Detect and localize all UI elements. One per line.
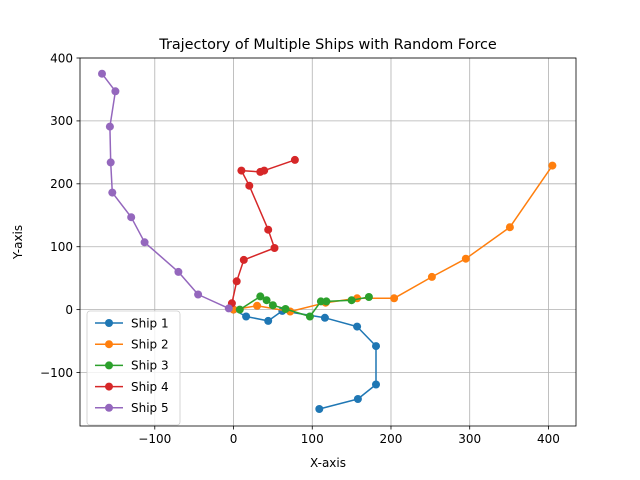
data-point-ship-1	[353, 322, 362, 331]
data-point-ship-1	[264, 316, 273, 325]
series-line-ship-1	[233, 308, 377, 410]
legend-marker	[105, 319, 113, 327]
data-point-ship-2	[390, 294, 399, 303]
data-point-ship-2	[427, 272, 436, 281]
legend-label: Ship 2	[131, 338, 169, 352]
y-tick-label: 300	[50, 114, 73, 128]
data-point-ship-5	[105, 122, 114, 131]
y-tick-label: 0	[65, 303, 73, 317]
data-point-ship-5	[174, 267, 183, 276]
data-point-ship-3	[256, 292, 265, 301]
plot-frame	[79, 57, 577, 427]
data-point-ship-1	[242, 312, 251, 321]
legend-marker	[105, 340, 113, 349]
data-point-ship-5	[127, 213, 136, 222]
chart-title: Trajectory of Multiple Ships with Random…	[158, 37, 497, 53]
data-point-ship-4	[264, 225, 273, 234]
data-point-ship-2	[253, 301, 262, 310]
data-point-ship-1	[372, 342, 380, 351]
data-point-ship-3	[364, 293, 373, 301]
data-point-ship-1	[353, 395, 362, 403]
data-point-ship-3	[281, 305, 290, 313]
data-point-ship-4	[290, 155, 299, 164]
legend-marker	[105, 382, 113, 391]
grid	[80, 57, 576, 426]
data-point-ship-4	[237, 166, 246, 175]
x-tick-label: 300	[458, 432, 481, 446]
x-tick-label: 0	[230, 432, 238, 446]
series-line-ship-5	[101, 73, 230, 310]
data-point-ship-3	[305, 312, 314, 321]
data-point-ship-2	[461, 254, 470, 263]
data-point-ship-3	[322, 297, 331, 306]
x-tick-label: −100	[138, 432, 171, 446]
data-point-ship-4	[239, 255, 248, 264]
data-point-ship-3	[268, 301, 277, 310]
data-point-ship-4	[232, 277, 241, 286]
legend-label: Ship 4	[131, 380, 169, 394]
x-tick-label: 200	[380, 432, 403, 446]
data-point-ship-1	[315, 405, 324, 413]
data-point-ship-3	[262, 296, 271, 305]
data-point-ship-3	[235, 305, 244, 314]
axis-ticks: −100 0 100 200 300 400 −100 0 100 200 300 400	[40, 51, 560, 446]
data-point-ship-5	[194, 290, 203, 299]
data-point-ship-2	[548, 161, 557, 170]
legend-marker	[105, 403, 113, 412]
data-point-ship-4	[270, 244, 279, 252]
data-point-ship-4	[245, 181, 254, 190]
plot-series	[98, 69, 557, 413]
data-point-ship-5	[224, 304, 233, 313]
data-point-ship-3	[347, 296, 356, 305]
legend-label: Ship 3	[131, 359, 169, 373]
y-axis-label: Y-axis	[11, 225, 25, 260]
y-tick-label: 200	[50, 177, 73, 191]
legend-label: Ship 1	[131, 316, 169, 330]
data-point-ship-5	[106, 158, 115, 167]
legend-marker	[105, 361, 113, 370]
data-point-ship-5	[98, 69, 106, 78]
y-tick-label: 100	[50, 240, 73, 254]
data-point-ship-4	[260, 166, 269, 175]
legend-box	[86, 310, 181, 426]
data-point-ship-5	[111, 87, 120, 96]
data-point-ship-1	[320, 313, 329, 322]
data-point-ship-1	[372, 380, 380, 389]
x-axis-label: X-axis	[310, 456, 346, 470]
data-point-ship-3	[316, 297, 325, 306]
x-tick-label: 100	[301, 432, 324, 446]
legend: Ship 1 Ship 2 Ship 3 Ship 4 Ship 5	[86, 310, 181, 426]
y-tick-label: 400	[50, 51, 73, 65]
legend-label: Ship 5	[131, 401, 169, 415]
x-tick-label: 400	[537, 432, 560, 446]
data-point-ship-5	[108, 188, 117, 197]
y-tick-label: −100	[40, 366, 73, 380]
data-point-ship-2	[505, 223, 514, 232]
data-point-ship-5	[140, 238, 149, 247]
